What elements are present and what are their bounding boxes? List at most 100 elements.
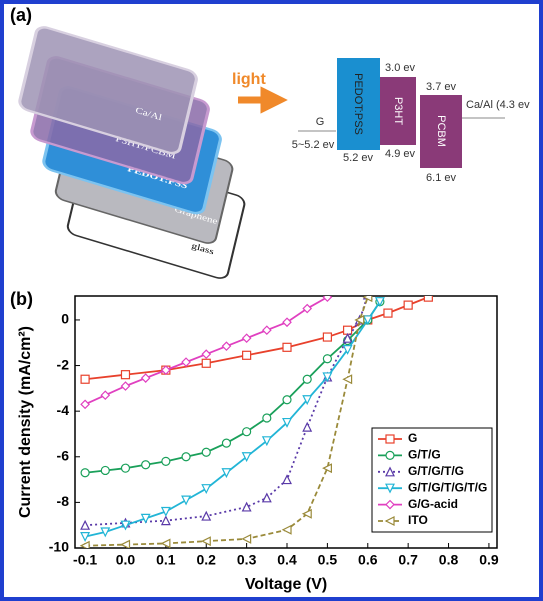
marker <box>342 374 353 385</box>
marker <box>282 317 292 328</box>
marker <box>302 374 312 384</box>
y-tick-label: 0 <box>61 311 69 327</box>
pcbm-label: PCBM <box>435 115 447 147</box>
series <box>80 296 333 410</box>
legend-label: G/T/G <box>408 448 441 462</box>
marker <box>181 357 191 367</box>
marker <box>120 539 131 548</box>
plot-frame <box>74 295 498 549</box>
series-line <box>84 301 381 474</box>
marker <box>80 531 91 542</box>
marker <box>242 350 252 360</box>
marker <box>342 344 353 355</box>
marker <box>282 395 292 405</box>
light-label: light <box>232 71 266 88</box>
pcbm-top: 3.7 ev <box>426 81 456 93</box>
marker <box>302 395 313 406</box>
marker <box>282 474 292 485</box>
marker <box>261 492 272 503</box>
marker <box>79 540 90 548</box>
marker <box>140 513 151 524</box>
x-tick-label: 0.4 <box>277 552 297 568</box>
marker <box>120 381 131 391</box>
x-tick-label: 0.0 <box>116 552 136 568</box>
marker <box>302 421 313 432</box>
marker <box>384 516 395 526</box>
pedot-level: 5.2 ev <box>343 152 373 164</box>
marker <box>342 332 353 343</box>
marker <box>362 315 373 326</box>
marker <box>241 533 252 544</box>
marker <box>201 349 212 360</box>
y-tick-label: -8 <box>57 493 70 509</box>
device-stack: glass Graphene PEDOT:PSS P3HT/PCBM Ca/Al <box>18 26 246 279</box>
y-tick-label: -6 <box>57 447 70 463</box>
x-axis-label: Voltage (V) <box>245 576 327 593</box>
legend-box <box>371 427 493 533</box>
marker <box>80 374 90 384</box>
marker <box>161 456 171 466</box>
marker <box>161 365 171 375</box>
marker <box>281 524 292 535</box>
y-tick-label: -10 <box>49 539 69 555</box>
g-label: G <box>316 116 325 128</box>
marker <box>262 413 272 423</box>
marker <box>385 434 395 444</box>
marker <box>282 342 292 352</box>
g-level-label: 5~5.2 ev <box>292 139 335 151</box>
x-tick-label: 0.9 <box>479 552 499 568</box>
cathode-label: Ca/Al (4.3 ev <box>466 99 530 111</box>
marker <box>385 483 395 494</box>
marker <box>141 460 151 470</box>
x-tick-label: 0.3 <box>237 552 257 568</box>
legend-label: G/T/G/T/G <box>408 464 464 478</box>
marker <box>200 536 211 547</box>
series-line <box>84 301 381 538</box>
marker <box>241 452 252 463</box>
marker <box>201 358 211 368</box>
marker <box>181 452 191 462</box>
marker <box>201 510 212 521</box>
panel-label: (b) <box>10 289 33 309</box>
marker <box>140 373 151 383</box>
marker <box>354 314 365 325</box>
series <box>80 297 385 542</box>
marker <box>80 399 90 410</box>
pcbm-bottom: 6.1 ev <box>426 172 456 184</box>
x-tick-label: 0.5 <box>318 552 338 568</box>
marker <box>120 370 131 380</box>
marker <box>221 468 232 479</box>
marker <box>242 427 252 437</box>
marker <box>322 332 332 342</box>
marker <box>160 506 171 517</box>
marker <box>261 436 272 447</box>
marker <box>100 465 110 476</box>
marker <box>201 484 212 495</box>
legend: G G/T/G G/T/G/T/G G/T/G/T/G/T/G G/G-acid ITO <box>371 427 493 533</box>
marker <box>301 508 312 519</box>
marker <box>160 538 171 548</box>
marker <box>383 308 393 318</box>
marker <box>322 354 332 364</box>
marker <box>181 495 192 506</box>
pcbm-box <box>420 95 462 168</box>
energy-diagram: light G 5~5.2 ev PEDOT:PSS 5.2 ev P3HT 3… <box>232 58 530 184</box>
marker <box>160 515 171 526</box>
p3ht-label: P3HT <box>392 97 404 125</box>
marker <box>385 450 395 460</box>
light-arrow <box>238 86 288 114</box>
pedot-box <box>337 58 380 150</box>
marker <box>241 333 252 344</box>
x-tick-label: 0.6 <box>358 552 378 568</box>
panel-label: (a) <box>10 5 32 25</box>
p3ht-bottom: 4.9 ev <box>385 148 415 160</box>
marker <box>261 325 272 336</box>
marker <box>100 527 111 538</box>
marker <box>120 463 131 473</box>
x-tick-label: 0.2 <box>197 552 217 568</box>
marker <box>423 296 433 302</box>
marker <box>221 438 232 448</box>
marker <box>241 501 252 512</box>
marker <box>322 463 332 474</box>
